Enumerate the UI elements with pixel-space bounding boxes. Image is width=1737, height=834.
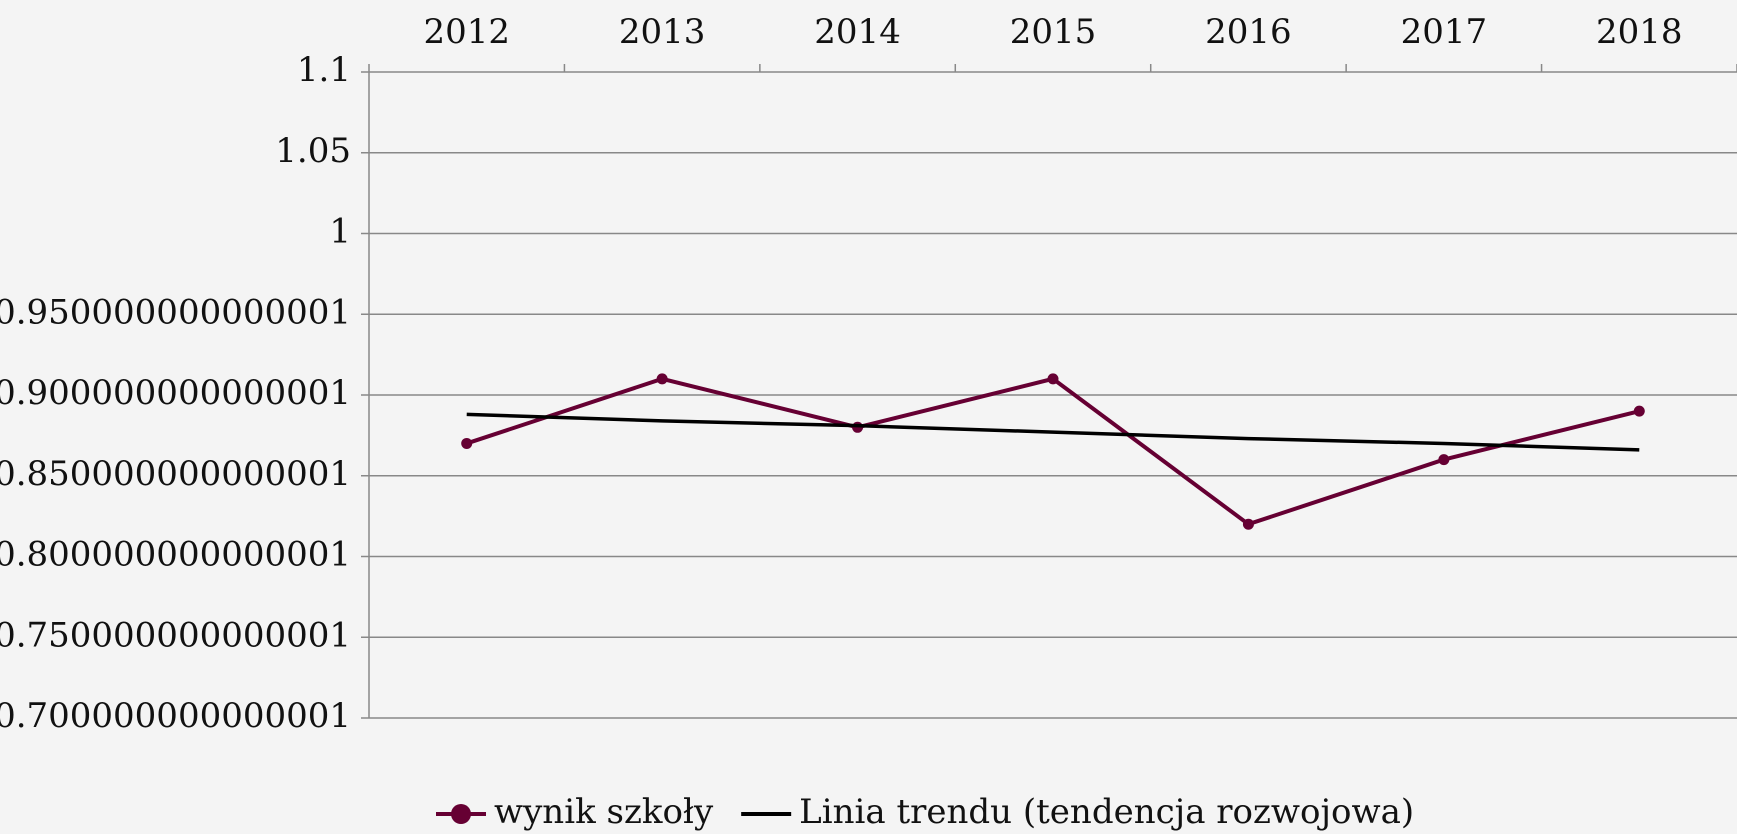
series-line <box>466 376 1640 527</box>
y-tick-label: 1 <box>329 212 351 252</box>
x-tick-label: 2015 <box>1010 12 1097 52</box>
y-tick-label: 1.05 <box>275 131 351 171</box>
marker <box>656 373 668 385</box>
x-tick-label: 2017 <box>1401 12 1488 52</box>
y-tick-label: 0.750000000000001 <box>0 615 351 655</box>
legend-marker <box>451 804 471 824</box>
marker <box>1633 405 1645 417</box>
y-tick-label: 0.900000000000001 <box>0 373 351 413</box>
marker <box>461 437 473 449</box>
legend-label: Linia trendu (tendencja rozwojowa) <box>799 792 1414 832</box>
x-tick-label: 2014 <box>814 12 901 52</box>
x-tick-label: 2016 <box>1205 12 1292 52</box>
y-tick-label: 0.950000000000001 <box>0 292 351 332</box>
marker <box>1438 454 1450 466</box>
marker <box>1242 518 1254 530</box>
x-tick-label: 2013 <box>619 12 706 52</box>
x-tick-label: 2018 <box>1596 12 1683 52</box>
legend-label: wynik szkoły <box>494 792 714 832</box>
trend-line <box>466 412 1640 452</box>
y-tick-label: 0.850000000000001 <box>0 454 351 494</box>
y-tick-label: 0.700000000000001 <box>0 696 351 736</box>
y-tick-label: 0.800000000000001 <box>0 535 351 575</box>
x-tick-label: 2012 <box>423 12 510 52</box>
y-tick-label: 1.1 <box>297 50 351 90</box>
marker <box>1047 373 1059 385</box>
